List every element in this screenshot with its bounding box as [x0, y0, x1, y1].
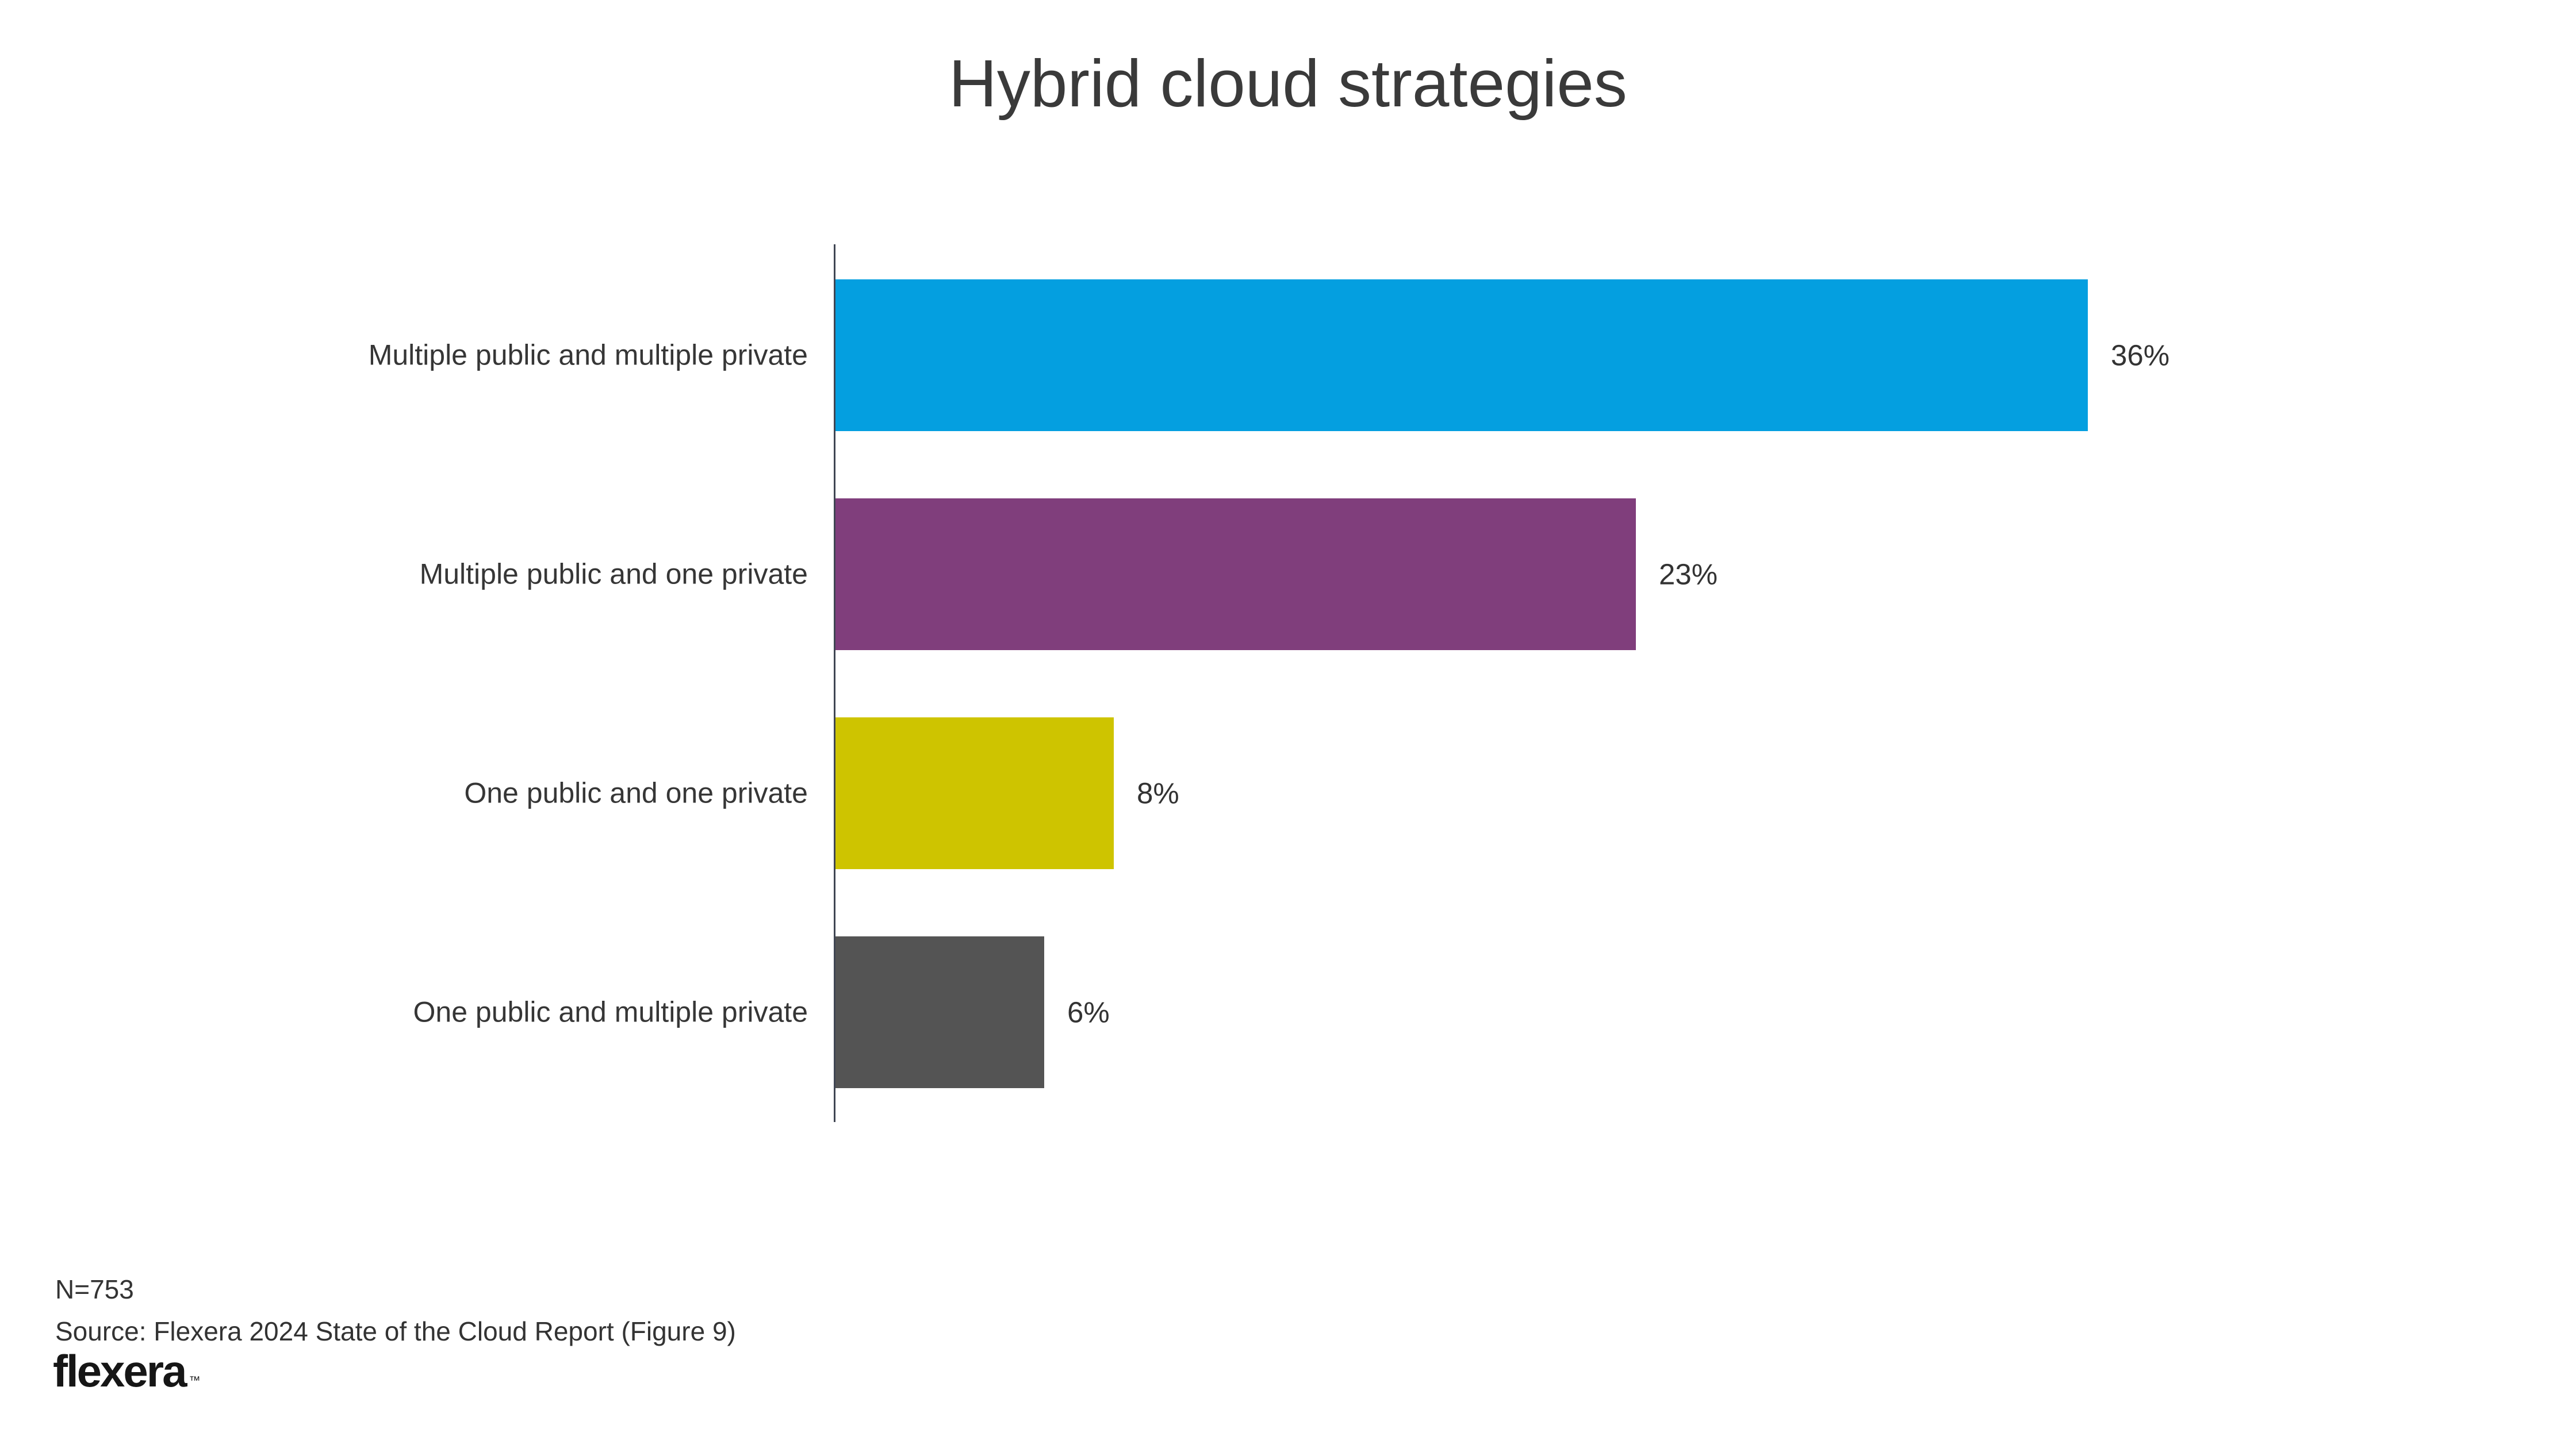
bar-row: One public and one private 8%	[0, 717, 2576, 869]
sample-size-note: N=753	[55, 1274, 134, 1304]
bar-row: Multiple public and one private 23%	[0, 498, 2576, 650]
y-axis-line	[834, 244, 835, 1122]
value-label: 6%	[1067, 996, 1110, 1029]
category-label: Multiple public and multiple private	[368, 339, 808, 371]
value-label: 8%	[1137, 777, 1179, 810]
bar	[835, 279, 2088, 431]
value-label: 23%	[1659, 558, 1718, 591]
category-label: Multiple public and one private	[419, 558, 808, 590]
chart-title: Hybrid cloud strategies	[949, 46, 1627, 121]
bar-row: Multiple public and multiple private 36%	[0, 279, 2576, 431]
value-label: 36%	[2111, 339, 2170, 372]
bar	[835, 717, 1114, 869]
flexera-logo: flexera ™	[53, 1345, 201, 1397]
trademark-icon: ™	[189, 1374, 201, 1387]
source-note: Source: Flexera 2024 State of the Cloud …	[55, 1316, 736, 1346]
bar-row: One public and multiple private 6%	[0, 936, 2576, 1088]
bar	[835, 936, 1044, 1088]
category-label: One public and multiple private	[413, 996, 808, 1028]
category-label: One public and one private	[464, 777, 808, 809]
flexera-logo-text: flexera	[53, 1346, 187, 1396]
bar	[835, 498, 1636, 650]
